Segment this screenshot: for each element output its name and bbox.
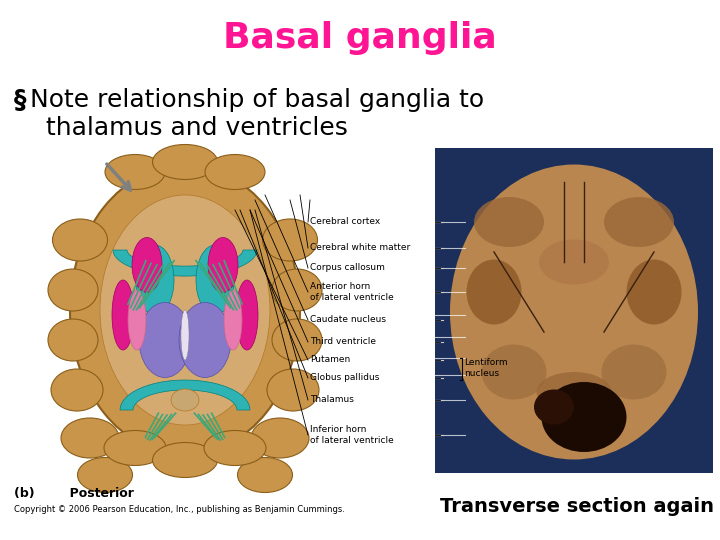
Ellipse shape bbox=[128, 290, 146, 350]
Text: Thalamus: Thalamus bbox=[310, 395, 354, 404]
Ellipse shape bbox=[467, 260, 521, 325]
Ellipse shape bbox=[104, 430, 166, 465]
Polygon shape bbox=[120, 380, 250, 410]
Ellipse shape bbox=[48, 269, 98, 311]
Text: thalamus and ventricles: thalamus and ventricles bbox=[30, 116, 348, 140]
Ellipse shape bbox=[179, 302, 231, 377]
Ellipse shape bbox=[132, 238, 162, 293]
Ellipse shape bbox=[205, 154, 265, 190]
Text: Inferior horn
of lateral ventricle: Inferior horn of lateral ventricle bbox=[310, 425, 394, 445]
Text: (b)        Posterior: (b) Posterior bbox=[14, 487, 134, 500]
Ellipse shape bbox=[601, 345, 667, 400]
Polygon shape bbox=[113, 250, 257, 276]
Ellipse shape bbox=[272, 319, 322, 361]
Ellipse shape bbox=[70, 165, 300, 455]
Ellipse shape bbox=[224, 290, 242, 350]
Text: Corpus callosum: Corpus callosum bbox=[310, 264, 385, 273]
Ellipse shape bbox=[181, 310, 189, 360]
Ellipse shape bbox=[238, 457, 292, 492]
Ellipse shape bbox=[196, 245, 234, 315]
Ellipse shape bbox=[267, 369, 319, 411]
Ellipse shape bbox=[474, 197, 544, 247]
Ellipse shape bbox=[263, 219, 318, 261]
Text: §: § bbox=[14, 88, 27, 112]
Ellipse shape bbox=[236, 280, 258, 350]
Ellipse shape bbox=[61, 418, 119, 458]
Ellipse shape bbox=[100, 195, 270, 425]
Ellipse shape bbox=[48, 319, 98, 361]
Text: Cerebral cortex: Cerebral cortex bbox=[310, 218, 380, 226]
Ellipse shape bbox=[536, 372, 611, 412]
Ellipse shape bbox=[604, 197, 674, 247]
Ellipse shape bbox=[105, 154, 165, 190]
Ellipse shape bbox=[153, 145, 217, 179]
Ellipse shape bbox=[534, 389, 574, 424]
Text: Transverse section again: Transverse section again bbox=[440, 497, 714, 516]
Text: Copyright © 2006 Pearson Education, Inc., publishing as Benjamin Cummings.: Copyright © 2006 Pearson Education, Inc.… bbox=[14, 505, 345, 514]
Text: Globus pallidus: Globus pallidus bbox=[310, 374, 379, 382]
Ellipse shape bbox=[208, 238, 238, 293]
Ellipse shape bbox=[626, 260, 682, 325]
Ellipse shape bbox=[112, 280, 134, 350]
Ellipse shape bbox=[539, 240, 609, 285]
Text: Cerebral white matter: Cerebral white matter bbox=[310, 244, 410, 253]
Text: Lentiform
nucleus: Lentiform nucleus bbox=[464, 358, 508, 378]
Text: Basal ganglia: Basal ganglia bbox=[223, 21, 497, 55]
Bar bbox=[435, 148, 713, 473]
Ellipse shape bbox=[204, 430, 266, 465]
Ellipse shape bbox=[139, 302, 191, 377]
Ellipse shape bbox=[153, 442, 217, 477]
Ellipse shape bbox=[541, 382, 626, 452]
Ellipse shape bbox=[171, 389, 199, 411]
Text: Note relationship of basal ganglia to: Note relationship of basal ganglia to bbox=[30, 88, 484, 112]
Ellipse shape bbox=[53, 219, 107, 261]
Ellipse shape bbox=[51, 369, 103, 411]
Ellipse shape bbox=[450, 165, 698, 460]
Text: Putamen: Putamen bbox=[310, 355, 350, 364]
Text: Anterior horn
of lateral ventricle: Anterior horn of lateral ventricle bbox=[310, 282, 394, 302]
Ellipse shape bbox=[251, 418, 309, 458]
Text: Caudate nucleus: Caudate nucleus bbox=[310, 315, 386, 325]
Ellipse shape bbox=[136, 245, 174, 315]
Text: Third ventricle: Third ventricle bbox=[310, 338, 376, 347]
Ellipse shape bbox=[272, 269, 322, 311]
Ellipse shape bbox=[482, 345, 546, 400]
Ellipse shape bbox=[78, 457, 132, 492]
